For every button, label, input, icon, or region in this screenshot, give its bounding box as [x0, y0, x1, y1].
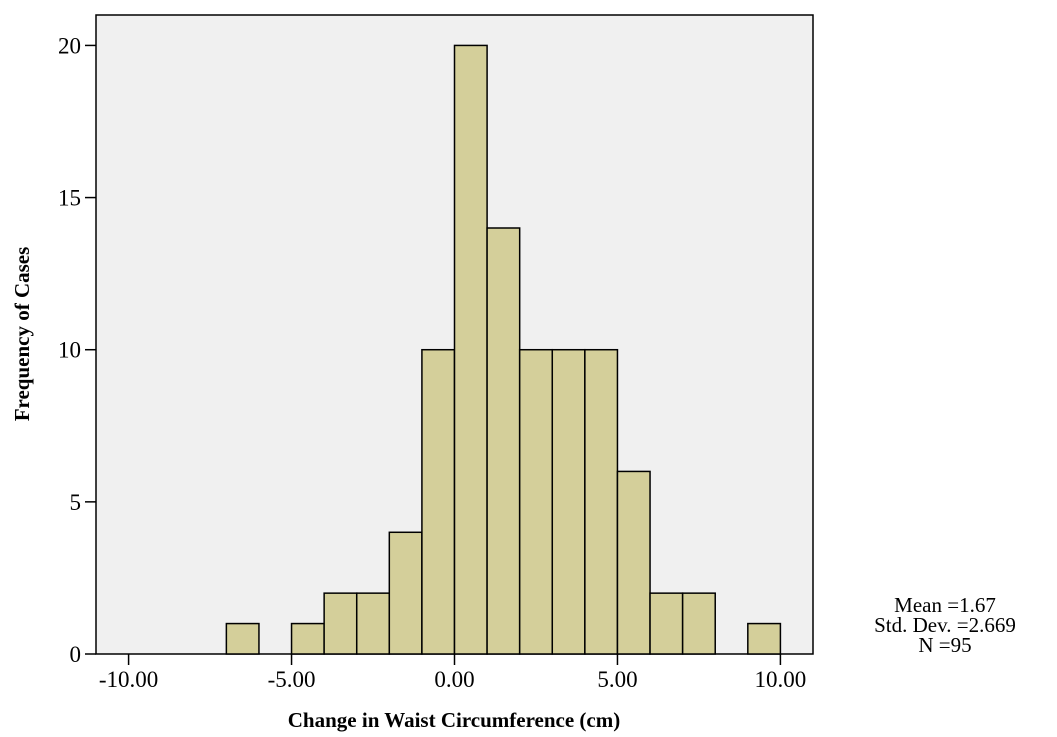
histogram-bar-9	[551, 348, 586, 655]
histogram-bar-3	[355, 592, 391, 655]
histogram-bar-10	[584, 348, 619, 655]
stats-std-dev: Std. Dev. =2.669	[874, 613, 1016, 637]
y-tick-label: 10	[58, 338, 81, 363]
stats-mean: Mean =1.67	[894, 593, 996, 617]
histogram-bar-2	[323, 592, 358, 655]
y-tick-label: 15	[58, 186, 81, 211]
x-tick-label: 10.00	[755, 667, 807, 692]
y-axis: 0 5 10 15 20	[58, 33, 96, 667]
histogram-bar-5	[421, 348, 456, 655]
histogram-bar-14	[747, 622, 782, 655]
stats-n: N =95	[918, 633, 972, 657]
histogram-bar-6	[453, 44, 488, 655]
x-tick-label: -10.00	[99, 667, 158, 692]
y-tick-label: 20	[58, 33, 81, 58]
x-axis: -10.00 -5.00 0.00 5.00 10.00	[99, 654, 806, 692]
x-tick-label: 0.00	[434, 667, 474, 692]
histogram-bar-4	[388, 531, 423, 655]
histogram-bar-1	[290, 622, 325, 655]
y-tick-label: 0	[70, 642, 82, 667]
histogram-bar-12	[649, 592, 684, 655]
x-tick-label: -5.00	[268, 667, 316, 692]
histogram-bar-11	[616, 470, 651, 655]
bars-group	[225, 44, 782, 655]
histogram-bar-7	[486, 227, 521, 655]
summary-statistics: Mean =1.67 Std. Dev. =2.669 N =95	[840, 593, 1050, 657]
y-tick-label: 5	[70, 490, 82, 515]
y-axis-title: Frequency of Cases	[10, 247, 34, 422]
histogram-bar-13	[681, 592, 716, 655]
histogram-bar-8	[518, 348, 554, 655]
histogram-bar-0	[225, 622, 260, 655]
x-tick-label: 5.00	[597, 667, 637, 692]
x-axis-title: Change in Waist Circumference (cm)	[288, 708, 620, 732]
